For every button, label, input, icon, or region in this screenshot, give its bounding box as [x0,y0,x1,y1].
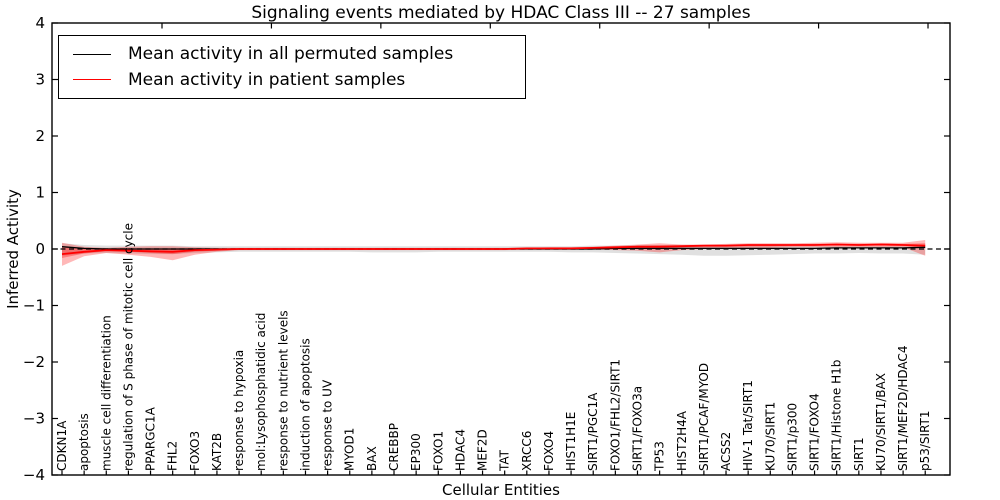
x-category-label: SIRT1 [852,437,866,471]
y-tick-label: −1 [23,297,45,315]
x-category-label: SIRT1/MEF2D/HDAC4 [896,346,910,471]
x-category-label: mol:Lysophosphatidic acid [254,313,268,471]
x-category-label: BAX [365,446,379,471]
y-tick-label: −2 [23,353,45,371]
x-category-label: KU70/SIRT1 [763,402,777,471]
x-category-label: FOXO4 [542,431,556,471]
y-tick-label: −4 [23,466,45,484]
legend-item-permuted: Mean activity in all permuted samples [59,44,525,64]
x-category-label: PPARGC1A [144,406,158,471]
x-category-label: HIST2H4A [675,410,689,471]
x-category-label: KAT2B [210,433,224,471]
y-tick-label: 3 [35,71,45,89]
x-category-label: HIV-1 Tat/SIRT1 [741,380,755,471]
plot-frame [51,22,951,476]
x-category-label: SIRT1/FOXO4 [808,393,822,471]
x-category-label: response to UV [321,379,335,471]
x-category-label: SIRT1/PCAF/MYOD [697,363,711,471]
x-category-label: TP53 [653,441,667,472]
x-category-label: TAT [498,449,512,472]
x-category-label: CDKN1A [55,420,69,471]
patient-mean-line [61,243,926,255]
x-category-label: regulation of S phase of mitotic cell cy… [121,223,135,471]
x-category-label: FHL2 [166,441,180,471]
x-category-label: response to nutrient levels [276,310,290,471]
legend-label: Mean activity in all permuted samples [128,44,454,65]
x-category-label: muscle cell differentiation [99,315,113,471]
x-category-label: SIRT1/FOXO3a [631,386,645,471]
x-category-label: EP300 [409,433,423,471]
x-category-label: apoptosis [77,413,91,471]
patient-line-swatch [73,79,111,81]
x-category-label: FOXO1/FHL2/SIRT1 [608,359,622,471]
x-axis-title: Cellular Entities [442,481,560,499]
x-category-label: CREBBP [387,423,401,471]
y-tick-label: 2 [35,127,45,145]
x-category-label: HIST1H1E [564,412,578,471]
x-category-label: induction of apoptosis [299,338,313,471]
x-category-label: KU70/SIRT1/BAX [874,373,888,471]
permuted-line-swatch [73,53,111,55]
y-tick-label: 0 [35,240,45,258]
y-tick-label: 4 [35,14,45,32]
x-category-label: SIRT1/Histone H1b [830,360,844,471]
x-category-label: FOXO1 [431,431,445,471]
legend: Mean activity in all permuted samples Me… [58,35,526,99]
x-category-label: MEF2D [476,429,490,471]
x-category-label: p53/SIRT1 [918,410,932,471]
x-category-label: FOXO3 [188,431,202,471]
chart-title: Signaling events mediated by HDAC Class … [251,3,751,23]
y-tick-label: −3 [23,410,45,428]
legend-item-patient: Mean activity in patient samples [59,70,525,90]
x-category-label: SIRT1/p300 [785,403,799,471]
x-category-label: SIRT1/PGC1A [586,392,600,471]
x-category-label: XRCC6 [520,431,534,471]
legend-label: Mean activity in patient samples [128,69,406,90]
x-category-label: response to hypoxia [232,350,246,471]
x-category-label: ACSS2 [719,432,733,471]
x-category-label: MYOD1 [343,428,357,471]
x-category-label: HDAC4 [453,429,467,471]
y-tick-label: 1 [35,184,45,202]
